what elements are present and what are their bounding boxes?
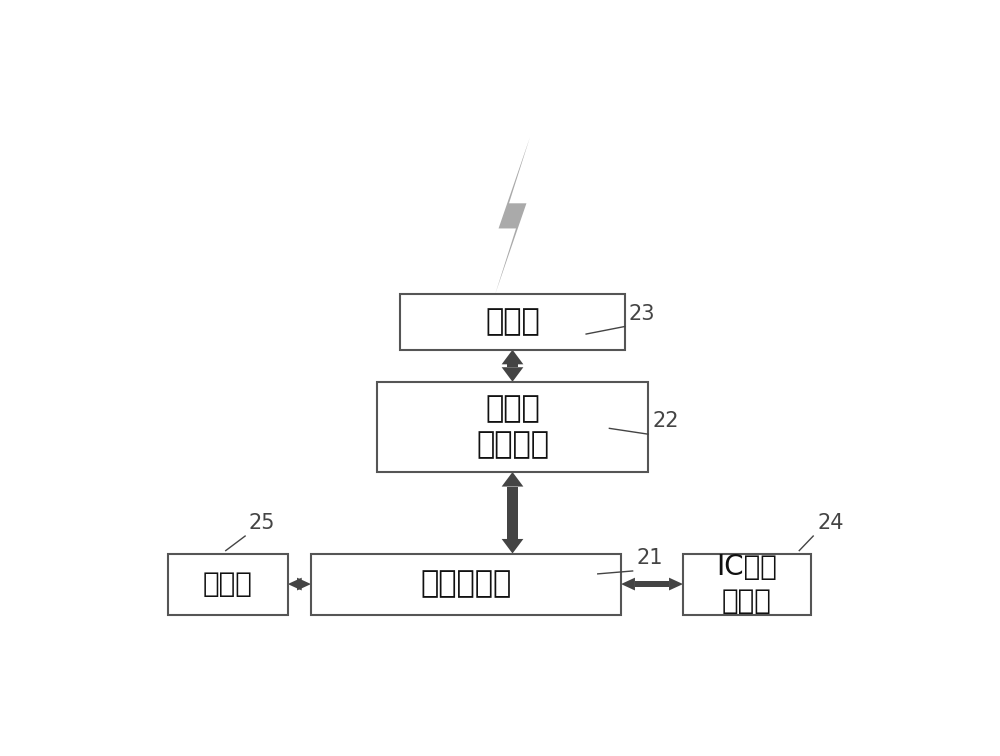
Bar xyxy=(377,382,648,472)
Bar xyxy=(400,294,625,350)
Text: 25: 25 xyxy=(249,513,276,533)
Polygon shape xyxy=(502,539,523,553)
Text: IC卡读
入设备: IC卡读 入设备 xyxy=(716,553,777,615)
Bar xyxy=(507,487,518,539)
Polygon shape xyxy=(502,367,523,382)
Text: 车辆控制台: 车辆控制台 xyxy=(420,569,512,599)
Text: 23: 23 xyxy=(629,304,655,324)
Bar xyxy=(297,581,302,587)
Text: 24: 24 xyxy=(817,513,844,533)
Text: 显示屏: 显示屏 xyxy=(203,570,253,598)
Bar xyxy=(683,553,811,615)
Polygon shape xyxy=(621,578,635,590)
Text: 22: 22 xyxy=(652,411,678,431)
Bar xyxy=(311,553,621,615)
Polygon shape xyxy=(288,578,302,590)
Polygon shape xyxy=(495,138,530,295)
Polygon shape xyxy=(297,578,311,590)
Bar xyxy=(168,553,288,615)
Polygon shape xyxy=(502,472,523,487)
Polygon shape xyxy=(502,350,523,364)
Text: 可见光
通信模块: 可见光 通信模块 xyxy=(476,395,549,460)
Bar xyxy=(635,581,669,587)
Polygon shape xyxy=(669,578,683,590)
Text: 21: 21 xyxy=(637,548,663,568)
Bar xyxy=(507,364,518,367)
Text: 车前灯: 车前灯 xyxy=(485,308,540,336)
